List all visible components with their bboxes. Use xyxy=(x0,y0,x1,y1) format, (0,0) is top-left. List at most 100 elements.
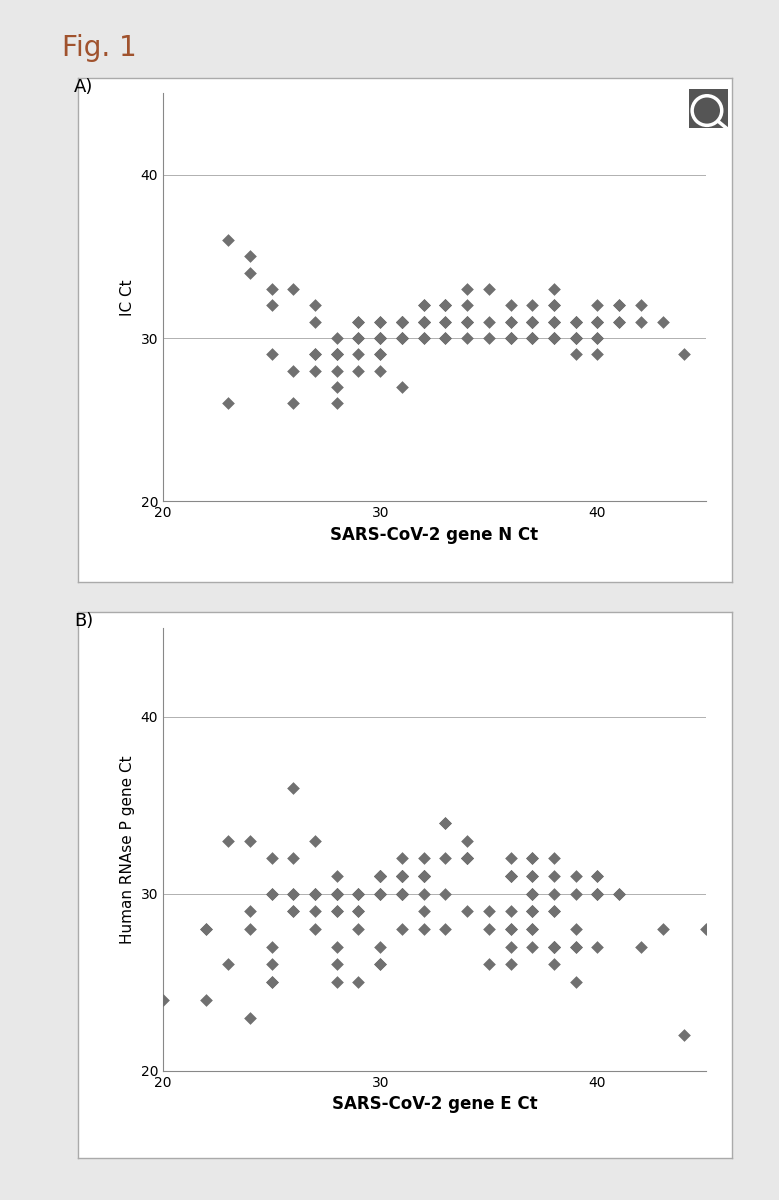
Point xyxy=(569,329,582,348)
Point xyxy=(461,848,474,868)
Point xyxy=(330,884,343,904)
Point xyxy=(591,312,604,331)
Point xyxy=(374,884,386,904)
Point xyxy=(548,937,560,956)
Point xyxy=(461,329,474,348)
Point xyxy=(483,312,495,331)
Point xyxy=(591,312,604,331)
Point xyxy=(330,884,343,904)
Point xyxy=(569,972,582,991)
Point xyxy=(418,296,430,316)
Point xyxy=(330,344,343,364)
Point xyxy=(526,329,538,348)
Point xyxy=(461,312,474,331)
X-axis label: SARS-CoV-2 gene E Ct: SARS-CoV-2 gene E Ct xyxy=(332,1096,538,1114)
Point xyxy=(526,919,538,938)
Point xyxy=(396,329,408,348)
Point xyxy=(374,866,386,886)
Point xyxy=(374,361,386,380)
Point xyxy=(483,955,495,974)
Point xyxy=(526,919,538,938)
Point xyxy=(418,866,430,886)
Point xyxy=(308,919,321,938)
Text: Fig. 1: Fig. 1 xyxy=(62,34,137,61)
Point xyxy=(569,884,582,904)
Point xyxy=(461,848,474,868)
Point xyxy=(396,866,408,886)
Point xyxy=(526,884,538,904)
Point xyxy=(330,884,343,904)
Point xyxy=(200,990,213,1009)
Point xyxy=(418,848,430,868)
Point xyxy=(330,394,343,413)
Text: B): B) xyxy=(74,612,93,630)
Point xyxy=(374,866,386,886)
Point xyxy=(330,344,343,364)
Point xyxy=(569,312,582,331)
Point xyxy=(461,832,474,851)
Point xyxy=(548,848,560,868)
Point xyxy=(613,296,626,316)
Point xyxy=(613,296,626,316)
Point xyxy=(439,296,452,316)
Point xyxy=(504,329,516,348)
Point xyxy=(613,312,626,331)
Point xyxy=(569,937,582,956)
Point xyxy=(439,814,452,833)
Point xyxy=(244,919,256,938)
Point xyxy=(569,919,582,938)
Point xyxy=(591,884,604,904)
Point xyxy=(526,902,538,922)
Point xyxy=(439,312,452,331)
Point xyxy=(308,832,321,851)
Point xyxy=(569,329,582,348)
Point xyxy=(526,902,538,922)
Point xyxy=(526,312,538,331)
Point xyxy=(244,1008,256,1027)
Point xyxy=(461,296,474,316)
Point xyxy=(635,296,647,316)
Point xyxy=(396,329,408,348)
Point xyxy=(591,884,604,904)
Point xyxy=(504,312,516,331)
Point xyxy=(374,884,386,904)
Point xyxy=(266,884,278,904)
Point xyxy=(222,955,234,974)
Point xyxy=(439,329,452,348)
Point xyxy=(330,329,343,348)
Point xyxy=(418,919,430,938)
Point xyxy=(504,937,516,956)
Point xyxy=(504,848,516,868)
Point xyxy=(418,296,430,316)
Point xyxy=(461,312,474,331)
Point xyxy=(569,937,582,956)
Point xyxy=(657,312,669,331)
Point xyxy=(374,344,386,364)
Point xyxy=(330,955,343,974)
Point xyxy=(222,394,234,413)
Point xyxy=(287,394,300,413)
Point xyxy=(504,312,516,331)
Point xyxy=(352,329,365,348)
Point xyxy=(308,344,321,364)
Point xyxy=(374,329,386,348)
Point xyxy=(418,866,430,886)
Point xyxy=(266,972,278,991)
Point xyxy=(308,312,321,331)
Point xyxy=(591,866,604,886)
Point xyxy=(308,884,321,904)
Point xyxy=(548,312,560,331)
Point xyxy=(352,329,365,348)
Point xyxy=(526,312,538,331)
Point xyxy=(548,329,560,348)
Point xyxy=(526,848,538,868)
Point xyxy=(548,902,560,922)
Point xyxy=(418,329,430,348)
Point xyxy=(287,884,300,904)
Point xyxy=(266,848,278,868)
Point xyxy=(396,312,408,331)
Point xyxy=(569,312,582,331)
Point xyxy=(352,902,365,922)
Point xyxy=(308,902,321,922)
Point xyxy=(613,884,626,904)
